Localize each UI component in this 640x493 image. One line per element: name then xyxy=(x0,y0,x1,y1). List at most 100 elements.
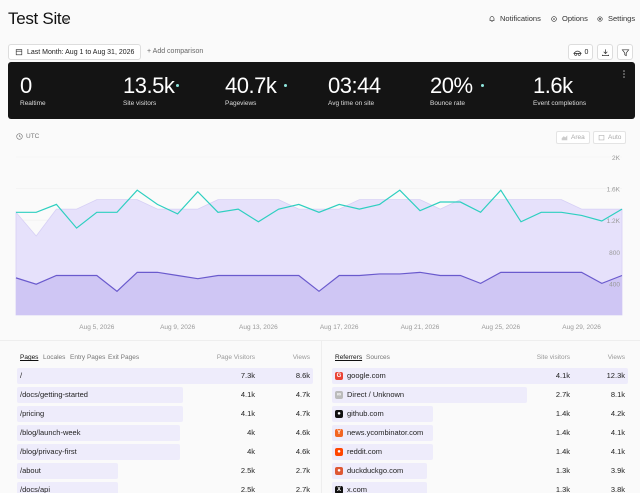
row-visitors: 4.1k xyxy=(240,409,255,418)
tab-pages[interactable]: Pages xyxy=(20,354,39,361)
y-tick-label: 1.2K xyxy=(607,218,621,225)
row-label-text: /docs/api xyxy=(20,485,51,493)
status-dot xyxy=(284,84,287,87)
row-label: ● reddit.com xyxy=(335,447,382,456)
stat-value: 20% xyxy=(430,73,473,98)
row-label: /about xyxy=(20,466,41,475)
row-label-text: /blog/privacy-first xyxy=(20,447,77,456)
notifications-label: Notifications xyxy=(500,14,541,23)
referrer-row[interactable]: ● github.com 1.4k 4.2k xyxy=(332,406,625,422)
settings-link[interactable]: Settings xyxy=(596,14,635,23)
options-link[interactable]: Options xyxy=(550,14,588,23)
row-label-text: news.ycombinator.com xyxy=(347,428,424,437)
auto-toggle[interactable]: Auto xyxy=(593,131,627,144)
timezone-label: UTC xyxy=(16,133,39,140)
stat-label: Avg time on site xyxy=(328,100,375,107)
row-bar xyxy=(332,463,427,479)
row-label-text: /pricing xyxy=(20,409,45,418)
row-bar xyxy=(332,482,427,493)
column-header-site-visitors[interactable]: Site visitors xyxy=(536,354,570,361)
status-dot xyxy=(176,84,179,87)
row-bar xyxy=(17,463,118,479)
row-label: ● duckduckgo.com xyxy=(335,466,403,475)
stat-value: 03:44 xyxy=(328,73,381,98)
settings-label: Settings xyxy=(608,14,636,23)
segments-button[interactable]: 0 xyxy=(568,44,593,60)
row-bar xyxy=(332,387,528,403)
column-header-views[interactable]: Views xyxy=(607,354,625,361)
row-label: /blog/privacy-first xyxy=(20,447,77,456)
row-visitors: 2.5k xyxy=(240,485,255,493)
traffic-chart[interactable]: 2K 1.6K 1.2K 800 400 Aug 5, 2026 Aug 9, 2026 Au… xyxy=(0,145,640,340)
gear-icon xyxy=(597,15,603,22)
row-views: 3.8k xyxy=(610,485,625,493)
filter-button[interactable] xyxy=(617,44,633,60)
row-label-text: / xyxy=(20,371,23,380)
x-tick-label: Aug 5, 2026 xyxy=(79,324,114,331)
stat-label: Event completions xyxy=(533,100,587,107)
area-toggle[interactable]: Area xyxy=(556,131,590,144)
options-icon xyxy=(551,15,557,22)
download-button[interactable] xyxy=(597,44,613,60)
stat-value: 1.6k xyxy=(533,73,573,98)
x-tick-label: Aug 29, 2026 xyxy=(562,324,601,331)
page-row[interactable]: /docs/getting-started 4.1k 4.7k xyxy=(17,387,310,403)
tab-exit-pages[interactable]: Exit Pages xyxy=(108,354,140,361)
row-visitors: 7.3k xyxy=(240,371,255,380)
row-label: /docs/api xyxy=(20,485,50,493)
page-row[interactable]: /blog/launch-week 4k 4.6k xyxy=(17,425,310,441)
row-bar xyxy=(332,444,433,460)
row-label-text: x.com xyxy=(347,485,368,493)
y-tick-label: 400 xyxy=(609,281,620,288)
segments-count: 0 xyxy=(584,48,589,56)
row-bar xyxy=(332,368,628,384)
row-label-text: /about xyxy=(20,466,41,475)
tab-referrers[interactable]: Referrers xyxy=(335,354,363,361)
column-header-page-visitors[interactable]: Page Visitors xyxy=(216,354,255,361)
download-icon xyxy=(601,48,609,56)
row-views: 4.6k xyxy=(295,447,310,456)
options-label: Options xyxy=(562,14,588,23)
row-label-text: duckduckgo.com xyxy=(347,466,404,475)
add-comparison-button[interactable]: + Add comparison xyxy=(147,48,204,55)
row-views: 4.1k xyxy=(610,428,625,437)
column-header-views[interactable]: Views xyxy=(292,354,310,361)
row-label-text: /blog/launch-week xyxy=(20,428,81,437)
referrer-row[interactable]: ∞ Direct / Unknown 2.7k 8.1k xyxy=(332,387,625,403)
row-label: /blog/launch-week xyxy=(20,428,80,437)
more-icon[interactable] xyxy=(619,69,629,79)
row-bar xyxy=(17,368,313,384)
notifications-link[interactable]: Notifications xyxy=(488,14,541,23)
page-row[interactable]: / 7.3k 8.6k xyxy=(17,368,313,384)
site-title[interactable]: Test Site xyxy=(8,9,71,28)
x-tick-label: Aug 25, 2026 xyxy=(481,324,520,331)
referrer-row[interactable]: ● duckduckgo.com 1.3k 3.9k xyxy=(332,463,625,479)
x-tick-label: Aug 17, 2026 xyxy=(320,324,359,331)
referrer-row[interactable]: ● reddit.com 1.4k 4.1k xyxy=(332,444,625,460)
date-range-picker[interactable]: Last Month: Aug 1 to Aug 31, 2026 xyxy=(8,44,142,60)
page-row[interactable]: /pricing 4.1k 4.7k xyxy=(17,406,310,422)
row-visitors: 1.4k xyxy=(555,409,570,418)
page-row[interactable]: /docs/api 2.5k 2.7k xyxy=(17,482,310,493)
segments-icon xyxy=(572,50,582,56)
series-area-bottom xyxy=(16,272,622,315)
panel-vertical-divider xyxy=(321,340,322,493)
tab-locales[interactable]: Locales xyxy=(43,354,66,361)
chevron-down-icon[interactable] xyxy=(61,15,71,25)
calendar-icon xyxy=(598,135,605,141)
page-row[interactable]: /blog/privacy-first 4k 4.6k xyxy=(17,444,310,460)
panel-divider xyxy=(0,340,640,341)
tab-entry-pages[interactable]: Entry Pages xyxy=(70,354,106,361)
row-visitors: 1.3k xyxy=(555,485,570,493)
y-tick-label: 800 xyxy=(609,250,620,257)
row-label-text: github.com xyxy=(347,409,384,418)
tab-sources[interactable]: Sources xyxy=(366,354,390,361)
row-views: 4.1k xyxy=(610,447,625,456)
x-tick-label: Aug 21, 2026 xyxy=(401,324,440,331)
page-row[interactable]: /about 2.5k 2.7k xyxy=(17,463,310,479)
stat-value: 0 xyxy=(20,73,32,98)
